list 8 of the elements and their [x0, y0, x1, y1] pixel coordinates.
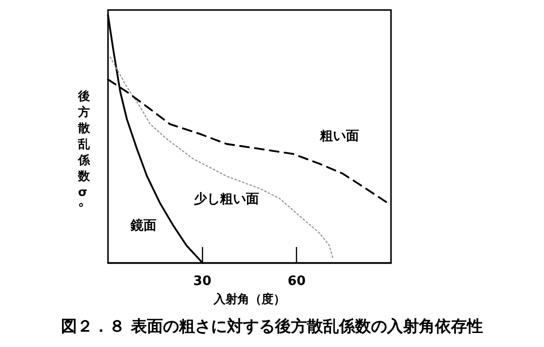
series-label: 少し粗い面 [193, 192, 260, 208]
series-label: 粗い面 [319, 128, 360, 144]
text: 図２．８ 表面の粗さに対する後方散乱係数の入射角依存性 [61, 316, 483, 336]
x-tick-label: 30 [193, 274, 212, 289]
x-axis-title: 入射角（度） [212, 292, 286, 306]
x-tick-label: 60 [288, 274, 306, 289]
series-label: 鏡面 [129, 217, 156, 234]
y-axis-title: 後方散乱係数σ° [77, 89, 91, 215]
